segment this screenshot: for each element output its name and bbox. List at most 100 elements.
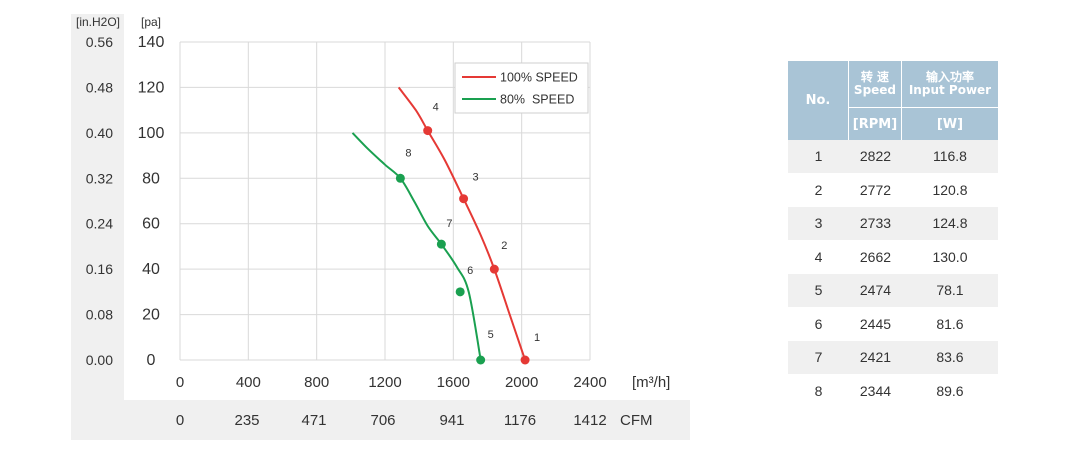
cell-no: 5 bbox=[788, 274, 849, 308]
cell-speed: 2474 bbox=[849, 274, 902, 308]
cell-no: 6 bbox=[788, 307, 849, 341]
cell-power: 124.8 bbox=[901, 207, 998, 241]
point-label: 5 bbox=[488, 329, 494, 341]
tick-label-cfm: 0 bbox=[176, 412, 184, 429]
power-header-en: Input Power bbox=[908, 83, 992, 97]
chart-legend: 100% SPEED 80% SPEED bbox=[454, 62, 589, 114]
tick-label-m3h: 400 bbox=[236, 374, 261, 391]
fan-spec-table: No. 转 速 Speed 输入功率 Input Power [RPM] [W]… bbox=[788, 61, 998, 408]
cell-no: 8 bbox=[788, 374, 849, 408]
x-unit-cfm: CFM bbox=[620, 412, 653, 429]
unit-speed: [RPM] bbox=[849, 108, 902, 140]
tick-label-pa: 140 bbox=[138, 34, 165, 51]
table-row: 7 2421 83.6 bbox=[788, 341, 998, 375]
data-point bbox=[520, 355, 530, 365]
tick-label-cfm: 706 bbox=[370, 412, 395, 429]
tick-label-pa: 120 bbox=[138, 79, 165, 96]
cell-power: 81.6 bbox=[901, 307, 998, 341]
tick-label-m3h: 800 bbox=[304, 374, 329, 391]
table-row: 6 2445 81.6 bbox=[788, 307, 998, 341]
column-header-power: 输入功率 Input Power bbox=[901, 61, 998, 108]
tick-label-cfm: 471 bbox=[301, 412, 326, 429]
cell-power: 120.8 bbox=[901, 173, 998, 207]
data-point bbox=[395, 173, 405, 183]
legend-label: 100% SPEED bbox=[500, 71, 578, 85]
left-axis-panel bbox=[71, 14, 124, 440]
column-header-no: No. bbox=[788, 61, 849, 140]
tick-label-pa: 40 bbox=[142, 261, 160, 278]
data-point bbox=[436, 239, 446, 249]
cell-speed: 2733 bbox=[849, 207, 902, 241]
cell-power: 89.6 bbox=[901, 374, 998, 408]
tick-label-cfm: 235 bbox=[234, 412, 259, 429]
cell-no: 4 bbox=[788, 240, 849, 274]
power-header-cn: 输入功率 bbox=[925, 70, 974, 84]
tick-label-inh2o: 0.48 bbox=[86, 79, 113, 95]
y-unit-pa: [pa] bbox=[141, 15, 161, 29]
speed-header-en: Speed bbox=[853, 83, 897, 97]
point-label: 6 bbox=[467, 265, 473, 277]
tick-label-cfm: 941 bbox=[439, 412, 464, 429]
table-row: 1 2822 116.8 bbox=[788, 140, 998, 174]
cell-speed: 2445 bbox=[849, 307, 902, 341]
tick-label-pa: 60 bbox=[142, 216, 160, 233]
x-unit-m3h: [m³/h] bbox=[632, 374, 670, 391]
point-label: 8 bbox=[405, 147, 411, 159]
table-row: 2 2772 120.8 bbox=[788, 173, 998, 207]
data-point bbox=[459, 194, 469, 204]
table-body: 1 2822 116.8 2 2772 120.8 3 2733 124.8 4 2662 130.0… bbox=[788, 140, 998, 408]
tick-label-inh2o: 0.32 bbox=[86, 170, 113, 186]
table-row: 8 2344 89.6 bbox=[788, 374, 998, 408]
cell-no: 2 bbox=[788, 173, 849, 207]
speed-header-cn: 转 速 bbox=[860, 70, 890, 84]
point-label: 3 bbox=[473, 172, 479, 184]
table-row: 5 2474 78.1 bbox=[788, 274, 998, 308]
tick-label-m3h: 1600 bbox=[437, 374, 470, 391]
tick-label-m3h: 2400 bbox=[573, 374, 606, 391]
tick-label-pa: 80 bbox=[142, 170, 160, 187]
column-header-speed: 转 速 Speed bbox=[849, 61, 902, 108]
axis-labels: 0.000.080.160.240.320.400.480.5602040608… bbox=[76, 15, 670, 429]
tick-label-pa: 20 bbox=[142, 307, 160, 324]
unit-power: [W] bbox=[901, 108, 998, 140]
cell-speed: 2662 bbox=[849, 240, 902, 274]
point-label: 4 bbox=[433, 102, 439, 114]
cell-speed: 2421 bbox=[849, 341, 902, 375]
cell-no: 7 bbox=[788, 341, 849, 375]
cfm-axis-panel bbox=[124, 400, 690, 440]
tick-label-m3h: 0 bbox=[176, 374, 184, 391]
cell-power: 130.0 bbox=[901, 240, 998, 274]
tick-label-inh2o: 0.56 bbox=[86, 34, 113, 50]
cell-power: 78.1 bbox=[901, 274, 998, 308]
cell-no: 3 bbox=[788, 207, 849, 241]
tick-label-cfm: 1176 bbox=[504, 412, 536, 429]
tick-label-pa: 0 bbox=[147, 352, 156, 369]
cell-speed: 2344 bbox=[849, 374, 902, 408]
tick-label-inh2o: 0.16 bbox=[86, 261, 113, 277]
table-row: 3 2733 124.8 bbox=[788, 207, 998, 241]
tick-label-inh2o: 0.00 bbox=[86, 352, 113, 368]
legend-box bbox=[454, 62, 589, 114]
data-point bbox=[489, 264, 499, 274]
tick-label-m3h: 1200 bbox=[368, 374, 401, 391]
cell-power: 83.6 bbox=[901, 341, 998, 375]
tick-label-cfm: 1412 bbox=[573, 412, 606, 429]
y-unit-inh2o: [in.H2O] bbox=[76, 15, 120, 29]
cell-speed: 2772 bbox=[849, 173, 902, 207]
table-row: 4 2662 130.0 bbox=[788, 240, 998, 274]
point-label: 2 bbox=[501, 240, 507, 252]
cell-speed: 2822 bbox=[849, 140, 902, 174]
cell-no: 1 bbox=[788, 140, 849, 174]
data-point bbox=[455, 287, 465, 297]
tick-label-pa: 100 bbox=[138, 125, 165, 142]
tick-label-m3h: 2000 bbox=[505, 374, 538, 391]
legend-label: 80% SPEED bbox=[500, 93, 574, 107]
point-label: 7 bbox=[446, 218, 452, 230]
series-line bbox=[351, 132, 482, 361]
data-point bbox=[423, 126, 433, 136]
cell-power: 116.8 bbox=[901, 140, 998, 174]
data-point bbox=[476, 355, 486, 365]
tick-label-inh2o: 0.40 bbox=[86, 125, 113, 141]
tick-label-inh2o: 0.24 bbox=[86, 216, 113, 232]
tick-label-inh2o: 0.08 bbox=[86, 307, 113, 323]
